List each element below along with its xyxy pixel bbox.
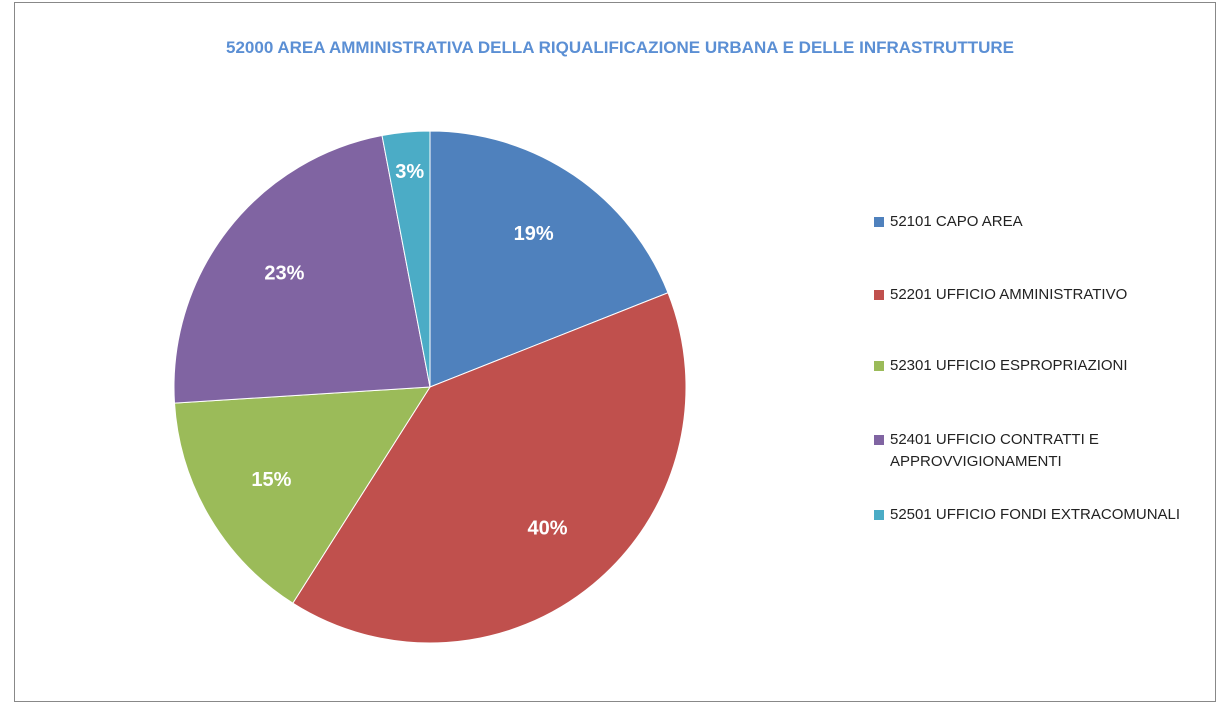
page: 52000 AREA AMMINISTRATIVA DELLA RIQUALIF… <box>14 2 1216 702</box>
pie-slice <box>381 130 431 388</box>
legend-label: 52401 UFFICIO CONTRATTI E APPROVVIGIONAM… <box>890 431 1103 470</box>
data-label: 23% <box>264 262 304 284</box>
legend-label: 52201 UFFICIO AMMINISTRATIVO <box>890 286 1127 303</box>
chart-title: 52000 AREA AMMINISTRATIVA DELLA RIQUALIF… <box>226 38 1014 57</box>
pie-slice <box>429 130 669 388</box>
data-label: 19% <box>514 223 554 245</box>
legend-swatch <box>874 361 884 371</box>
legend-label: 52101 CAPO AREA <box>890 213 1023 230</box>
legend-label: 52501 UFFICIO FONDI EXTRACOMUNALI <box>890 506 1180 523</box>
pie-slice <box>292 292 687 644</box>
legend-swatch <box>874 510 884 520</box>
chart: 19% 40% 15% 23% 3% 52101 CAPO AREA 52201 UFFIC… <box>173 130 1180 644</box>
data-label: 40% <box>527 517 567 539</box>
data-label: 15% <box>251 469 291 491</box>
pie-slice <box>173 386 431 604</box>
data-label: 3% <box>395 161 424 183</box>
pie-slice <box>173 134 431 404</box>
legend-swatch <box>874 435 884 445</box>
legend-swatch <box>874 217 884 227</box>
legend-label: 52301 UFFICIO ESPROPRIAZIONI <box>890 357 1128 374</box>
legend-swatch <box>874 290 884 300</box>
